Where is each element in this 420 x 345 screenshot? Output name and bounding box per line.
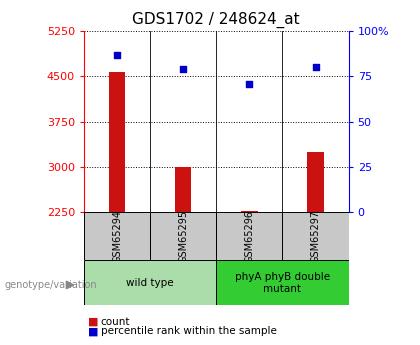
Text: genotype/variation: genotype/variation — [4, 280, 97, 289]
Point — [114, 52, 121, 57]
Text: percentile rank within the sample: percentile rank within the sample — [101, 326, 277, 336]
Bar — [175, 167, 192, 212]
Text: count: count — [101, 317, 130, 326]
Bar — [282, 212, 349, 260]
Bar — [216, 260, 349, 305]
Text: GSM65296: GSM65296 — [244, 210, 255, 263]
Point — [180, 66, 186, 72]
Bar — [307, 152, 324, 212]
Text: GSM65297: GSM65297 — [310, 210, 320, 263]
Bar — [241, 211, 257, 212]
Text: ■: ■ — [88, 326, 99, 336]
Text: phyA phyB double
mutant: phyA phyB double mutant — [235, 272, 330, 294]
Text: GSM65294: GSM65294 — [112, 210, 122, 263]
Text: GSM65295: GSM65295 — [178, 210, 188, 263]
Bar — [84, 212, 150, 260]
Text: wild type: wild type — [126, 278, 174, 288]
Text: ■: ■ — [88, 317, 99, 326]
Point — [312, 65, 319, 70]
Bar — [216, 212, 283, 260]
Bar — [109, 71, 125, 212]
Point — [246, 81, 253, 86]
Bar — [150, 212, 216, 260]
Title: GDS1702 / 248624_at: GDS1702 / 248624_at — [132, 12, 300, 28]
Bar — [84, 260, 216, 305]
